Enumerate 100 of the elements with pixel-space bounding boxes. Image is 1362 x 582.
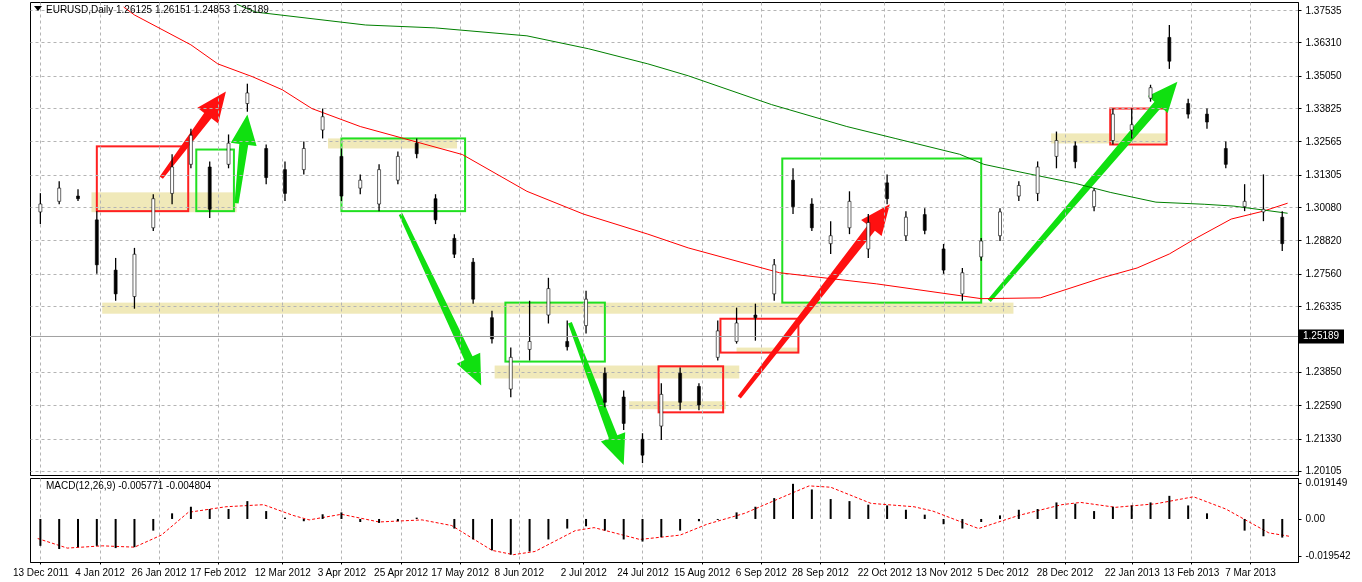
bar — [1187, 505, 1190, 519]
bar — [641, 518, 644, 542]
bar — [114, 518, 117, 549]
candlestick — [697, 382, 701, 411]
bar — [886, 505, 889, 519]
bar — [829, 499, 832, 519]
x-tick-label: 5 Dec 2012 — [977, 566, 1030, 578]
bar — [810, 489, 813, 519]
bar — [585, 518, 588, 527]
candlestick — [1205, 107, 1209, 130]
candlestick — [640, 432, 645, 464]
bar — [1262, 518, 1265, 537]
bar — [227, 509, 230, 519]
bar — [792, 483, 795, 519]
candlestick — [1186, 98, 1190, 120]
candlestick — [734, 306, 739, 345]
x-tick-label: 4 Jan 2012 — [75, 566, 126, 578]
bar — [754, 506, 757, 519]
bar — [980, 518, 983, 522]
candlestick — [38, 192, 43, 225]
x-tick-label: 12 Mar 2012 — [254, 566, 312, 578]
candlestick — [998, 207, 1002, 242]
x-tick-label: 22 Oct 2012 — [857, 566, 913, 578]
bar — [321, 514, 324, 519]
bar — [265, 511, 268, 519]
bar — [679, 518, 682, 531]
bar — [1017, 509, 1020, 519]
bar — [378, 518, 381, 523]
candlestick — [490, 310, 494, 345]
x-tick-label: 22 Jan 2013 — [1104, 566, 1161, 578]
x-tick-label: 3 Apr 2012 — [317, 566, 367, 578]
candlestick — [57, 180, 61, 205]
candlestick — [76, 188, 80, 202]
bar — [509, 518, 512, 555]
bar — [340, 512, 343, 519]
bar — [1281, 518, 1284, 538]
candlestick — [358, 173, 363, 195]
candlestick — [885, 173, 889, 205]
candlestick — [1224, 140, 1228, 169]
bar — [39, 518, 42, 546]
bar — [1130, 505, 1133, 519]
bar — [660, 518, 663, 538]
candlestick — [1054, 130, 1059, 169]
y-tick-label: 0.019149 — [1305, 477, 1348, 489]
candlestick — [113, 257, 118, 302]
y-tick-label: 1.22590 — [1305, 399, 1343, 411]
candlestick — [1242, 183, 1247, 212]
bar — [453, 518, 456, 529]
y-tick-label: -0.019542 — [1305, 550, 1351, 562]
y-tick-label: 1.37535 — [1305, 4, 1343, 16]
y-tick-label: 1.20105 — [1305, 465, 1343, 477]
candlestick — [433, 193, 438, 225]
y-tick-label: 1.23850 — [1305, 366, 1343, 378]
candlestick — [1073, 140, 1078, 169]
x-tick-label: 28 Dec 2012 — [1036, 566, 1094, 578]
bar — [622, 518, 625, 540]
y-tick-label: 1.27560 — [1305, 268, 1343, 280]
candlestick — [810, 197, 814, 232]
bar — [867, 504, 870, 519]
bar — [942, 518, 945, 525]
x-tick-label: 13 Dec 2011 — [12, 566, 70, 578]
bar — [58, 518, 61, 550]
x-tick-label: 8 Jun 2012 — [494, 566, 545, 578]
bar — [566, 518, 569, 529]
bar — [1055, 502, 1058, 519]
x-tick-label: 13 Nov 2012 — [915, 566, 973, 578]
bar — [773, 498, 776, 519]
candlestick — [414, 137, 419, 159]
y-tick-label: 1.31305 — [1305, 169, 1343, 181]
bar — [1074, 503, 1077, 519]
bar — [95, 518, 98, 546]
bar — [1149, 502, 1152, 519]
bar — [603, 518, 606, 531]
bar — [904, 509, 907, 519]
candlestick — [452, 233, 457, 259]
x-tick-label: 2 Jul 2012 — [560, 566, 608, 578]
bar — [848, 501, 851, 519]
bar — [359, 518, 362, 522]
bar — [246, 501, 249, 519]
ref-line-label: 1.25189 — [1303, 330, 1340, 342]
candlestick — [922, 207, 927, 235]
bar — [189, 506, 192, 519]
x-tick-label: 26 Jan 2012 — [131, 566, 188, 578]
bar — [961, 518, 964, 529]
bar — [547, 518, 550, 540]
candlestick — [527, 300, 532, 362]
x-tick-label: 25 Apr 2012 — [374, 566, 429, 578]
x-tick-label: 28 Sep 2012 — [792, 566, 850, 578]
candlestick — [941, 243, 946, 275]
candlestick — [1017, 180, 1021, 202]
y-tick-label: 1.21330 — [1305, 433, 1343, 445]
bar — [528, 518, 531, 552]
x-tick-label: 17 Feb 2012 — [190, 566, 247, 578]
y-tick-label: 0.00 — [1305, 513, 1326, 525]
candlestick — [302, 140, 306, 176]
x-tick-label: 6 Sep 2012 — [735, 566, 788, 578]
y-tick-label: 1.30080 — [1305, 201, 1343, 213]
candlestick — [396, 150, 400, 185]
bar — [472, 518, 475, 540]
candlestick — [979, 237, 983, 262]
